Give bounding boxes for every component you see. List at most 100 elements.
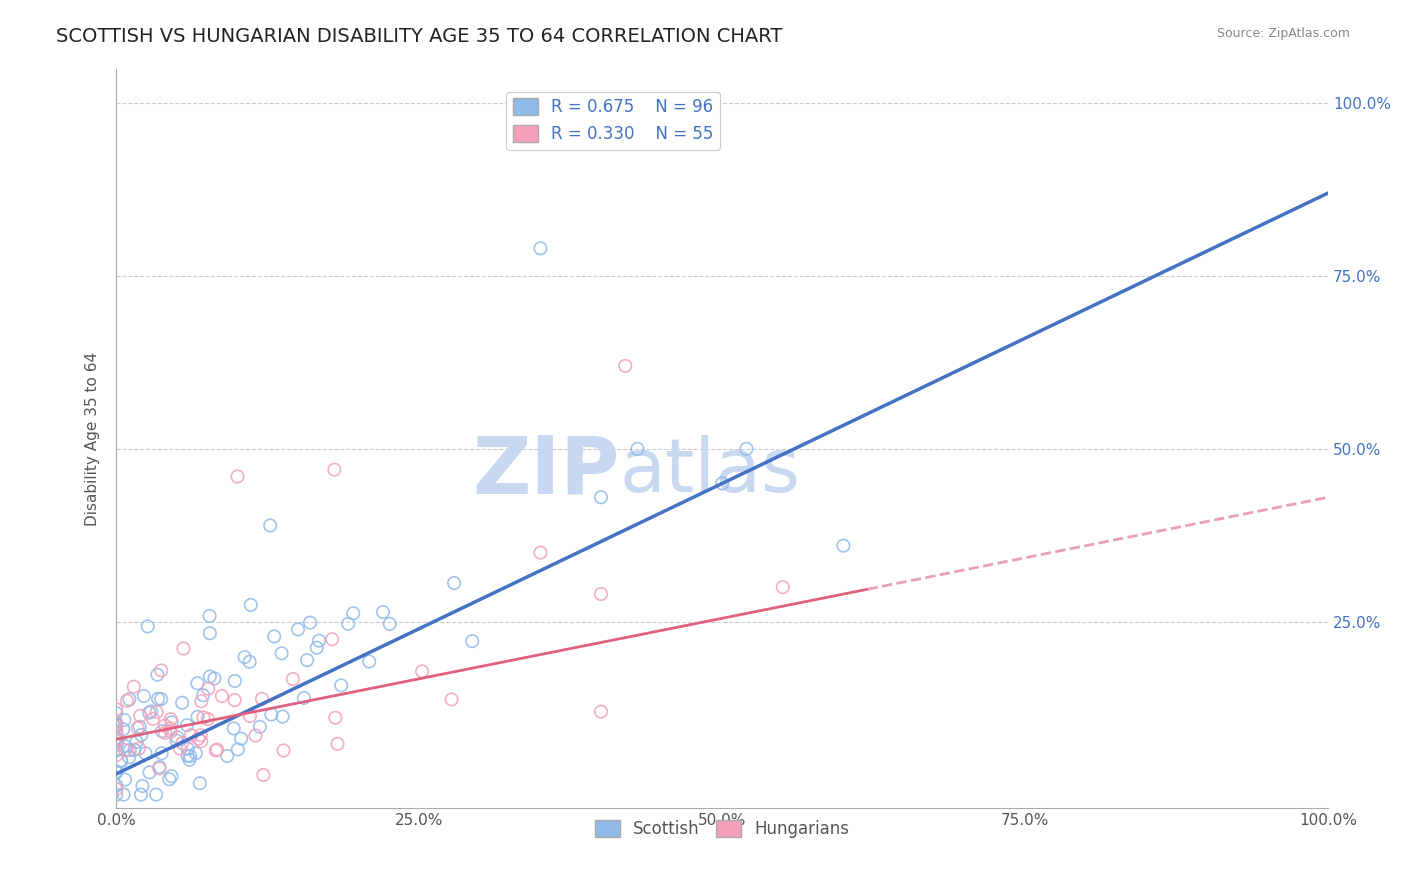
Point bbox=[118, 692, 141, 706]
Point bbox=[378, 616, 401, 631]
Point bbox=[292, 690, 315, 705]
Point bbox=[169, 741, 191, 756]
Point bbox=[114, 772, 136, 787]
Point bbox=[105, 731, 128, 746]
Point bbox=[122, 680, 145, 694]
Point bbox=[711, 476, 734, 491]
Point bbox=[105, 748, 128, 763]
Point bbox=[131, 779, 153, 793]
Point bbox=[172, 696, 194, 710]
Legend: Scottish, Hungarians: Scottish, Hungarians bbox=[588, 813, 856, 845]
Point bbox=[259, 518, 281, 533]
Point bbox=[159, 712, 181, 726]
Point bbox=[205, 742, 228, 756]
Point bbox=[270, 646, 292, 660]
Point bbox=[193, 688, 215, 702]
Point bbox=[138, 765, 160, 780]
Point bbox=[250, 692, 273, 706]
Point bbox=[146, 691, 169, 706]
Point bbox=[735, 442, 758, 456]
Point bbox=[589, 705, 612, 719]
Point bbox=[226, 469, 249, 483]
Point bbox=[260, 707, 283, 722]
Point bbox=[198, 609, 221, 624]
Point bbox=[308, 633, 330, 648]
Point bbox=[112, 722, 135, 736]
Point bbox=[105, 778, 128, 792]
Point bbox=[190, 694, 212, 708]
Point bbox=[281, 672, 304, 686]
Point bbox=[166, 731, 188, 745]
Point bbox=[129, 728, 152, 742]
Point bbox=[224, 693, 246, 707]
Point bbox=[134, 747, 156, 761]
Point bbox=[263, 630, 285, 644]
Point bbox=[179, 749, 201, 764]
Point bbox=[145, 788, 167, 802]
Point bbox=[197, 712, 219, 726]
Point bbox=[440, 692, 463, 706]
Point bbox=[249, 720, 271, 734]
Point bbox=[128, 741, 150, 756]
Point bbox=[184, 746, 207, 760]
Point bbox=[190, 734, 212, 748]
Point bbox=[299, 615, 322, 630]
Point bbox=[118, 743, 141, 757]
Point bbox=[326, 737, 349, 751]
Point bbox=[342, 607, 364, 621]
Point bbox=[148, 761, 170, 775]
Point bbox=[105, 743, 128, 757]
Point bbox=[323, 462, 346, 476]
Point bbox=[105, 717, 128, 731]
Point bbox=[188, 776, 211, 790]
Point bbox=[129, 708, 152, 723]
Point bbox=[105, 715, 128, 730]
Point bbox=[153, 725, 176, 739]
Text: ZIP: ZIP bbox=[472, 433, 619, 511]
Point bbox=[150, 746, 173, 760]
Point bbox=[129, 788, 152, 802]
Point bbox=[105, 765, 128, 780]
Point bbox=[186, 710, 208, 724]
Point bbox=[359, 655, 381, 669]
Point bbox=[443, 576, 465, 591]
Point bbox=[165, 733, 187, 747]
Text: SCOTTISH VS HUNGARIAN DISABILITY AGE 35 TO 64 CORRELATION CHART: SCOTTISH VS HUNGARIAN DISABILITY AGE 35 … bbox=[56, 27, 783, 45]
Point bbox=[772, 580, 794, 594]
Point bbox=[105, 764, 128, 779]
Point bbox=[198, 626, 221, 640]
Point bbox=[330, 678, 353, 692]
Point bbox=[112, 713, 135, 727]
Point bbox=[222, 722, 245, 736]
Point bbox=[148, 760, 170, 774]
Point bbox=[150, 664, 173, 678]
Point bbox=[411, 665, 433, 679]
Point bbox=[150, 724, 173, 739]
Point bbox=[197, 681, 219, 696]
Point bbox=[110, 753, 132, 767]
Point bbox=[172, 736, 194, 750]
Point bbox=[180, 728, 202, 742]
Point bbox=[224, 673, 246, 688]
Point bbox=[321, 632, 343, 647]
Point bbox=[176, 748, 198, 763]
Point bbox=[105, 732, 128, 747]
Point bbox=[105, 706, 128, 720]
Point bbox=[529, 241, 551, 255]
Point bbox=[211, 689, 233, 703]
Point bbox=[105, 726, 128, 740]
Point bbox=[239, 655, 262, 669]
Point bbox=[127, 721, 149, 735]
Point bbox=[138, 706, 160, 720]
Point bbox=[110, 754, 132, 768]
Point bbox=[145, 705, 167, 719]
Point bbox=[245, 729, 267, 743]
Point bbox=[105, 718, 128, 732]
Point bbox=[252, 768, 274, 782]
Point bbox=[172, 641, 194, 656]
Point bbox=[193, 710, 215, 724]
Point bbox=[589, 587, 612, 601]
Point bbox=[198, 669, 221, 683]
Point bbox=[160, 769, 183, 783]
Point bbox=[204, 743, 226, 757]
